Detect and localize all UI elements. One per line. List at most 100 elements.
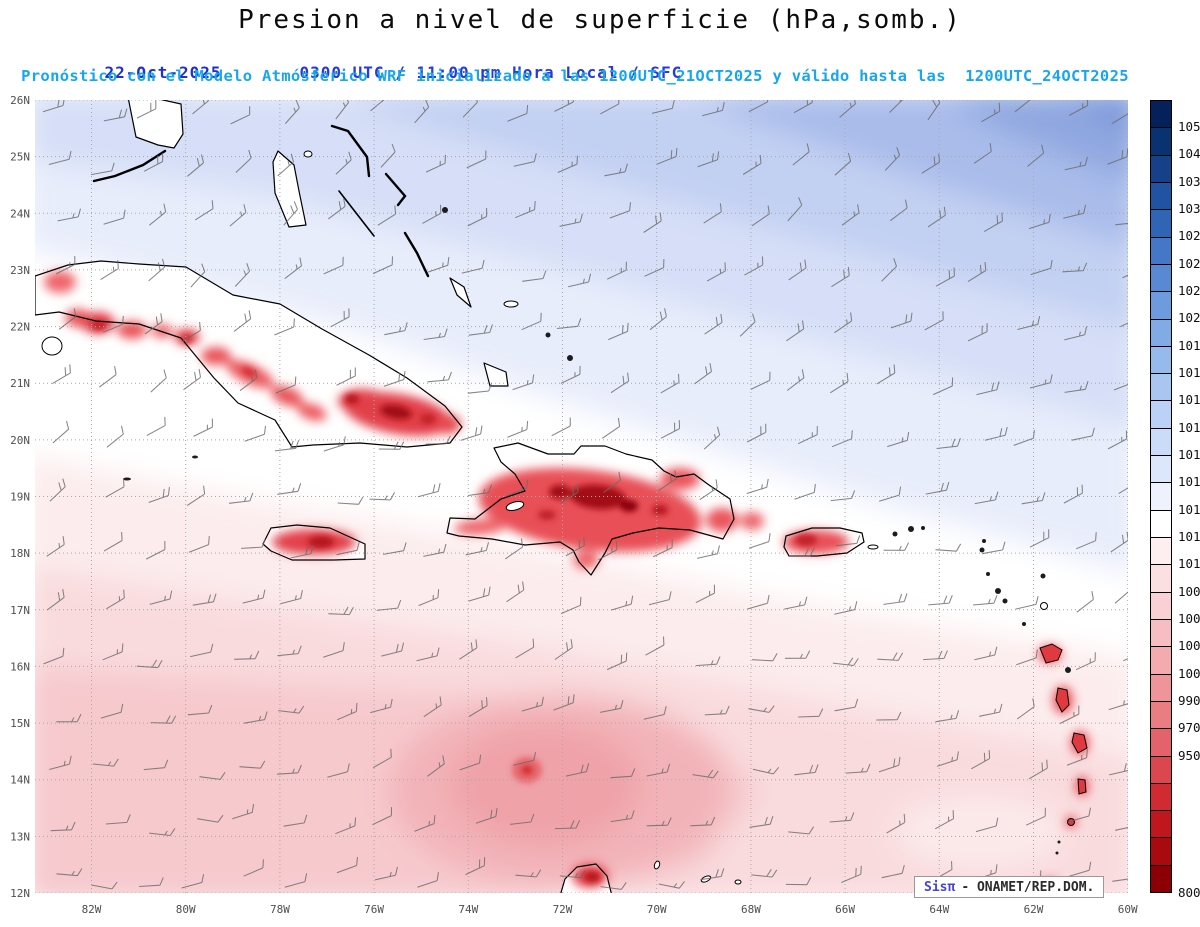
lon-tick-label: 64W <box>929 903 949 916</box>
colorbar-segment <box>1151 456 1171 484</box>
valid-date: 22-Oct-2025 <box>104 63 222 82</box>
colorbar-segment <box>1151 538 1171 566</box>
colorbar-segment <box>1151 101 1171 129</box>
island-marie-galante <box>1065 667 1071 673</box>
lat-tick-label: 20N <box>10 434 30 447</box>
coastline-eleuthera <box>330 124 371 178</box>
watermark-brand: Sisπ <box>924 879 956 895</box>
colorbar-segment <box>1151 210 1171 238</box>
colorbar-segment <box>1151 729 1171 757</box>
colorbar-segment <box>1151 838 1171 866</box>
coastline-florida-keys <box>92 149 167 183</box>
island-st-thomas <box>892 531 898 537</box>
colorbar-segment <box>1151 811 1171 839</box>
colorbar-segment <box>1151 510 1171 538</box>
valid-hour: 0300 UTC / 11:00 pm Hora Local / SFC <box>299 63 683 82</box>
chart-title: Presion a nivel de superficie (hPa,somb.… <box>238 5 962 35</box>
grid-lines <box>35 100 1128 893</box>
lon-tick-label: 68W <box>741 903 761 916</box>
island-turks <box>567 355 573 361</box>
model-info-line: Pronóstico con el Modelo Atmósferico WRF… <box>21 67 1129 85</box>
coastline-long-island <box>403 231 430 278</box>
island-st-martin <box>979 547 985 553</box>
island-st-lucia <box>1077 778 1087 795</box>
lon-tick-label: 80W <box>176 903 196 916</box>
wind-barbs <box>42 100 1128 890</box>
colorbar-segment <box>1151 592 1171 620</box>
colorbar-segment <box>1151 155 1171 183</box>
island-caicos <box>545 332 551 338</box>
colorbar-segment <box>1151 237 1171 265</box>
lon-tick-label: 74W <box>458 903 478 916</box>
island-isla-juventud <box>41 336 63 356</box>
lat-tick-label: 14N <box>10 774 30 787</box>
colorbar-segment <box>1151 346 1171 375</box>
colorbar-segment <box>1151 128 1171 156</box>
island-grand-cayman <box>123 477 131 481</box>
island-cayman-brac <box>192 455 198 459</box>
lat-tick-label: 12N <box>10 887 30 900</box>
colorbar-segment <box>1151 674 1171 702</box>
lon-tick-label: 60W <box>1118 903 1138 916</box>
lon-tick-label: 62W <box>1024 903 1044 916</box>
coastlines <box>35 100 1088 893</box>
colorbar-segment <box>1151 619 1171 648</box>
island-martinique <box>1071 732 1088 754</box>
island-guadeloupe <box>1039 643 1063 664</box>
island-bonaire <box>734 879 742 885</box>
lat-tick-label: 18N <box>10 547 30 560</box>
island-anguilla <box>982 539 986 543</box>
lat-tick-label: 13N <box>10 830 30 843</box>
island-san-salvador <box>442 207 448 213</box>
colorbar-segment <box>1151 264 1171 293</box>
lat-tick-label: 16N <box>10 660 30 673</box>
colorbar-segment <box>1151 401 1171 429</box>
island-st-vincent <box>1067 818 1075 826</box>
lat-tick-label: 25N <box>10 151 30 164</box>
colorbar-segment <box>1151 701 1171 730</box>
axis-labels: 26N 25N 24N 23N 22N 21N 20N 19N 18N 17N 16N 15N 14N 1… <box>10 94 1138 916</box>
watermark-text: - ONAMET/REP.DOM. <box>961 879 1095 895</box>
colorbar-segment <box>1151 647 1171 675</box>
lat-tick-label: 22N <box>10 321 30 334</box>
colorbar-segment <box>1151 483 1171 511</box>
colorbar-segment <box>1151 428 1171 457</box>
island-grenadines-1 <box>1057 840 1061 844</box>
island-tortola <box>908 526 914 532</box>
valid-time-line: 22-Oct-2025 0300 UTC / 11:00 pm Hora Loca… <box>62 44 682 101</box>
colorbar-segment <box>1151 565 1171 593</box>
island-nevis <box>1002 598 1008 604</box>
lat-tick-label: 21N <box>10 377 30 390</box>
lat-tick-label: 19N <box>10 491 30 504</box>
lon-tick-label: 66W <box>835 903 855 916</box>
island-grenadines-2 <box>1055 851 1059 855</box>
island-new-providence <box>303 150 313 158</box>
island-gonave <box>505 500 525 512</box>
colorbar-segment <box>1151 319 1171 347</box>
low-pressure-cores <box>92 320 817 882</box>
lat-tick-label: 17N <box>10 604 30 617</box>
lon-tick-label: 78W <box>270 903 290 916</box>
lat-tick-label: 24N <box>10 207 30 220</box>
island-st-kitts <box>995 588 1001 594</box>
colorbar-segment <box>1151 182 1171 211</box>
coastline-exuma <box>338 190 375 237</box>
lon-tick-label: 76W <box>364 903 384 916</box>
coastline-cat-island <box>384 172 407 207</box>
colorbar-segment <box>1151 865 1171 893</box>
island-vieques <box>867 544 879 550</box>
pressure-field <box>35 100 1128 893</box>
lat-tick-label: 15N <box>10 717 30 730</box>
island-barbuda <box>1040 573 1046 579</box>
watermark: Sisπ - ONAMET/REP.DOM. <box>914 876 1105 898</box>
wind-barbs-path <box>42 100 1128 890</box>
island-mayaguana <box>503 300 519 308</box>
lat-tick-label: 26N <box>10 94 30 107</box>
colorbar <box>1150 100 1172 893</box>
lat-tick-label: 23N <box>10 264 30 277</box>
island-dominica <box>1055 687 1070 713</box>
island-aruba <box>653 860 661 870</box>
colorbar-segment <box>1151 292 1171 320</box>
